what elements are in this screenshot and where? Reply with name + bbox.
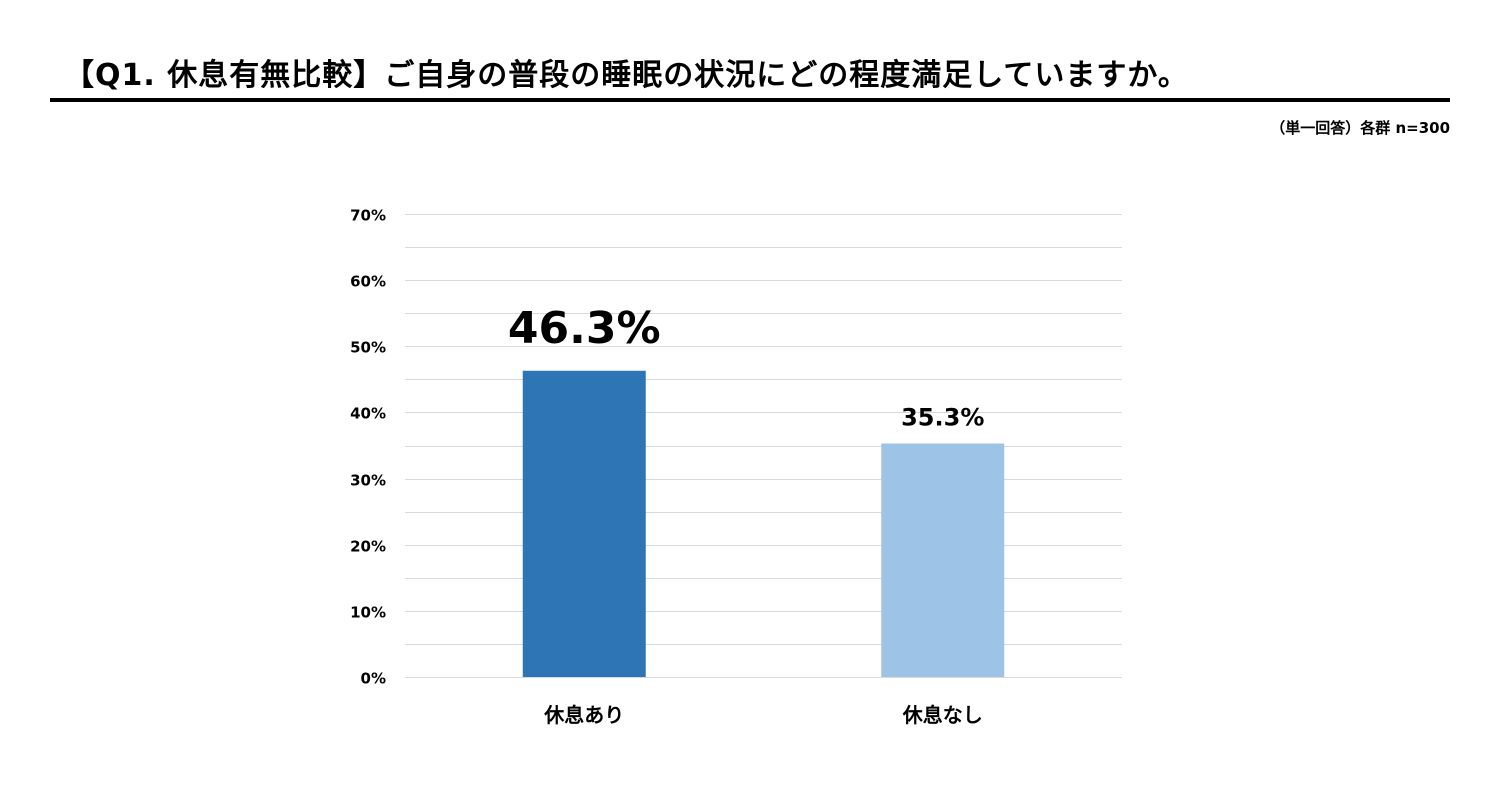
y-tick-label: 70%	[350, 207, 386, 225]
y-tick-label: 40%	[350, 405, 386, 423]
title-divider	[50, 98, 1450, 102]
y-tick-label: 20%	[350, 538, 386, 556]
x-tick-label: 休息あり	[543, 703, 624, 727]
bar-2	[881, 443, 1005, 677]
sample-size-note: （単一回答）各群 n=300	[1270, 119, 1450, 137]
data-label: 35.3%	[901, 404, 984, 432]
x-tick-label: 休息なし	[902, 703, 983, 727]
bar-1	[522, 370, 646, 677]
page-title: 【Q1. 休息有無比較】ご自身の普段の睡眠の状況にどの程度満足していますか。	[64, 58, 1189, 93]
y-tick-label: 60%	[350, 273, 386, 291]
y-tick-label: 50%	[350, 339, 386, 357]
y-tick-label: 30%	[350, 472, 386, 490]
y-tick-label: 0%	[361, 670, 386, 688]
y-tick-label: 10%	[350, 604, 386, 622]
data-label: 46.3%	[508, 303, 661, 354]
